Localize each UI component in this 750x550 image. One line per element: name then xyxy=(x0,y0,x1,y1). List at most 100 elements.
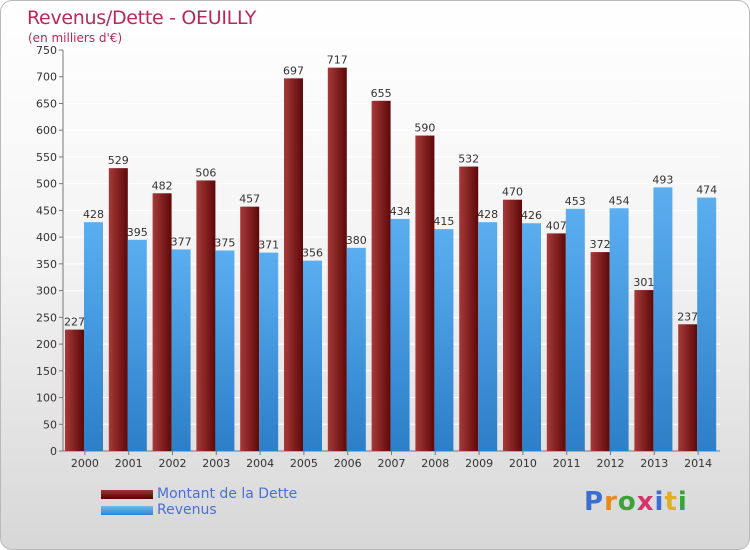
y-tick-label: 650 xyxy=(36,97,57,110)
y-tick-label: 350 xyxy=(36,258,57,271)
y-tick-label: 500 xyxy=(36,178,57,191)
data-label-debt-2012: 372 xyxy=(590,238,611,251)
y-tick-label: 700 xyxy=(36,71,57,84)
data-label-revenue-2009: 428 xyxy=(477,208,498,221)
data-label-debt-2005: 697 xyxy=(283,64,304,77)
data-label-debt-2000: 227 xyxy=(64,316,85,329)
y-tick-label: 50 xyxy=(43,418,57,431)
chart-title: Revenus/Dette - OEUILLY xyxy=(27,7,257,29)
axes: 0 50 100 150 200 250 300 350 400 450 500 550 600 650 7… xyxy=(36,44,720,470)
x-tick-label-2002: 2002 xyxy=(159,457,187,470)
data-label-debt-2004: 457 xyxy=(239,193,260,206)
logo-letter: t xyxy=(664,487,678,517)
data-label-revenue-2008: 415 xyxy=(433,215,454,228)
x-tick-label-2009: 2009 xyxy=(465,457,493,470)
data-label-revenue-2003: 375 xyxy=(214,237,235,250)
y-tick-label: 750 xyxy=(36,44,57,57)
bar-debt-2009 xyxy=(459,166,479,452)
data-label-revenue-2013: 493 xyxy=(652,173,673,186)
data-label-debt-2003: 506 xyxy=(195,166,216,179)
data-label-revenue-2011: 453 xyxy=(565,195,586,208)
bar-debt-2001 xyxy=(108,168,128,452)
data-label-revenue-2005: 356 xyxy=(302,247,323,260)
x-tick-label-2008: 2008 xyxy=(421,457,449,470)
y-tick-label: 550 xyxy=(36,151,57,164)
bar-revenue-2002 xyxy=(171,249,191,451)
x-tick-label-2004: 2004 xyxy=(246,457,274,470)
bar-debt-2008 xyxy=(415,135,435,451)
bar-debt-2013 xyxy=(634,290,654,451)
logo-letter: i xyxy=(654,487,665,517)
y-tick-label: 400 xyxy=(36,231,57,244)
data-label-debt-2002: 482 xyxy=(152,179,173,192)
proxiti-logo: Proxiti xyxy=(584,487,688,517)
data-label-revenue-2007: 434 xyxy=(390,205,411,218)
bar-revenue-2004 xyxy=(259,252,279,451)
logo-letter: i xyxy=(677,487,688,517)
y-tick-label: 0 xyxy=(50,445,57,458)
x-tick-label-2014: 2014 xyxy=(684,457,712,470)
data-label-debt-2011: 407 xyxy=(546,219,567,232)
data-label-revenue-2004: 371 xyxy=(258,239,279,252)
bar-revenue-2012 xyxy=(609,208,629,451)
bar-revenue-2000 xyxy=(84,222,103,451)
logo-letter: P xyxy=(584,487,605,517)
data-labels: 227 428 529 395 482 377 506 375 457 371 697 356 717 3… xyxy=(64,54,717,329)
legend-swatch-revenue xyxy=(101,506,153,515)
bar-revenue-2007 xyxy=(390,218,410,451)
bar-debt-2006 xyxy=(327,67,347,452)
bar-debt-2000 xyxy=(65,329,84,451)
bar-debt-2012 xyxy=(590,252,610,451)
data-label-revenue-2002: 377 xyxy=(171,235,192,248)
data-label-revenue-2006: 380 xyxy=(346,234,367,247)
data-label-debt-2007: 655 xyxy=(371,87,392,100)
x-tick-label-2010: 2010 xyxy=(509,457,537,470)
bar-debt-2007 xyxy=(371,100,391,451)
y-tick-label: 200 xyxy=(36,338,57,351)
x-tick-label-2011: 2011 xyxy=(553,457,581,470)
x-tick-label-2013: 2013 xyxy=(640,457,668,470)
data-label-debt-2008: 590 xyxy=(414,122,435,135)
y-tick-label: 450 xyxy=(36,204,57,217)
data-label-revenue-2001: 395 xyxy=(127,226,148,239)
data-label-revenue-2010: 426 xyxy=(521,209,542,222)
bar-debt-2003 xyxy=(196,180,216,451)
x-tick-label-2001: 2001 xyxy=(115,457,143,470)
y-tick-label: 100 xyxy=(36,392,57,405)
data-label-debt-2001: 529 xyxy=(108,154,129,167)
x-tick-label-2003: 2003 xyxy=(202,457,230,470)
bars xyxy=(65,67,717,452)
bar-debt-2004 xyxy=(240,206,260,451)
bar-revenue-2006 xyxy=(346,247,366,451)
bar-revenue-2005 xyxy=(303,260,322,451)
bar-revenue-2014 xyxy=(697,197,717,451)
bar-debt-2011 xyxy=(546,233,566,451)
bar-revenue-2001 xyxy=(127,239,147,451)
logo-letter: r xyxy=(604,487,618,517)
bar-revenue-2009 xyxy=(478,222,498,451)
data-label-debt-2014: 237 xyxy=(677,310,698,323)
data-label-debt-2006: 717 xyxy=(327,54,348,67)
bar-debt-2014 xyxy=(678,324,698,451)
data-label-debt-2009: 532 xyxy=(458,153,479,166)
bar-revenue-2013 xyxy=(653,187,673,451)
bar-revenue-2003 xyxy=(215,250,235,451)
bar-debt-2010 xyxy=(503,199,522,451)
x-tick-label-2012: 2012 xyxy=(597,457,625,470)
legend-label-debt: Montant de la Dette xyxy=(157,486,298,502)
y-tick-label: 600 xyxy=(36,124,57,137)
bar-revenue-2010 xyxy=(522,223,541,451)
logo-letter: o xyxy=(617,487,637,517)
legend-swatch-debt xyxy=(101,490,153,499)
y-tick-label: 300 xyxy=(36,285,57,298)
x-tick-label-2006: 2006 xyxy=(334,457,362,470)
data-label-revenue-2000: 428 xyxy=(83,208,104,221)
data-label-debt-2013: 301 xyxy=(633,276,654,289)
data-label-debt-2010: 470 xyxy=(502,186,523,199)
bar-revenue-2008 xyxy=(434,229,454,451)
data-label-revenue-2012: 454 xyxy=(609,194,630,207)
x-tick-label-2000: 2000 xyxy=(71,457,99,470)
y-tick-label: 250 xyxy=(36,311,57,324)
